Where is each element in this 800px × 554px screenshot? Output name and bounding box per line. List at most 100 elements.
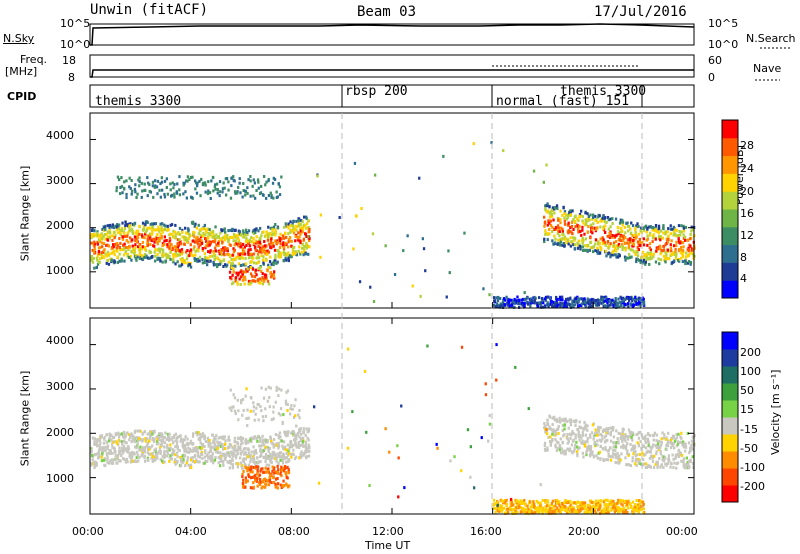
power-cell: [164, 252, 168, 256]
velocity-cell: [242, 447, 246, 451]
power-cell: [500, 304, 503, 308]
vel-cb-tick-minus200: -200: [740, 480, 765, 493]
velocity-cell: [612, 445, 615, 449]
velocity-cell: [655, 446, 658, 449]
velocity-cell: [287, 449, 290, 453]
power-cell: [199, 233, 202, 237]
velocity-cell: [259, 449, 262, 453]
power-cell: [482, 287, 485, 291]
velocity-cell: [285, 452, 288, 456]
power-cell: [138, 253, 141, 257]
power-cell: [616, 255, 619, 259]
velocity-cell: [278, 431, 282, 435]
velocity-cell: [558, 416, 561, 420]
velocity-cell: [665, 437, 668, 441]
power-cell: [689, 237, 692, 241]
power-cell: [181, 257, 184, 261]
power-cell: [129, 236, 132, 240]
velocity-cell: [239, 456, 242, 460]
power-cell: [303, 250, 306, 254]
power-cell: [175, 191, 179, 195]
velocity-cell: [567, 439, 570, 443]
velocity-cell: [543, 509, 546, 513]
velocity-cell: [275, 385, 278, 389]
velocity-cell: [538, 506, 542, 509]
power-cell: [548, 221, 551, 225]
power-cell: [166, 243, 169, 247]
power-cell: [543, 224, 546, 228]
power-cell: [680, 224, 683, 228]
power-cell: [556, 207, 559, 211]
velocity-cell: [174, 432, 177, 436]
velocity-cell: [616, 506, 619, 510]
velocity-cell: [207, 444, 210, 448]
velocity-cell: [211, 452, 214, 456]
power-cell: [257, 261, 260, 265]
power-cell: [298, 235, 301, 239]
velocity-cell: [290, 431, 293, 435]
velocity-cell: [529, 508, 532, 512]
velocity-cell: [91, 436, 95, 440]
velocity-cell: [659, 450, 662, 453]
power-cell: [605, 254, 608, 258]
velocity-cell: [510, 501, 514, 505]
velocity-cell: [219, 435, 222, 439]
velocity-cell: [106, 444, 110, 448]
power-cell: [252, 232, 256, 236]
cpid-label: CPID: [7, 90, 37, 103]
power-cell: [606, 234, 609, 238]
velocity-cell: [657, 446, 660, 450]
power-cell: [274, 228, 277, 232]
velocity-cell: [647, 441, 650, 445]
power-cell: [114, 243, 117, 246]
power-cell: [120, 184, 124, 188]
velocity-cell: [259, 455, 262, 459]
power-cell: [101, 254, 104, 258]
power-cell: [577, 227, 580, 231]
power-cell: [146, 241, 149, 245]
power-cell: [219, 238, 222, 242]
velocity-cell: [253, 418, 256, 422]
velocity-cell: [280, 455, 283, 459]
power-cell: [640, 226, 643, 230]
power-cell: [563, 222, 567, 226]
power-cell: [227, 238, 230, 242]
velocity-cell: [170, 437, 173, 441]
velocity-cell: [557, 425, 560, 428]
power-cell: [596, 241, 600, 245]
velocity-cell: [543, 426, 546, 429]
velocity-cell: [213, 441, 216, 445]
power-cell: [141, 228, 144, 232]
power-cell: [161, 255, 164, 258]
velocity-cell: [560, 447, 563, 451]
velocity-cell: [602, 511, 605, 515]
vel-ytick-3000: 3000: [46, 380, 74, 393]
velocity-cell: [607, 507, 610, 511]
power-cell: [264, 273, 268, 277]
velocity-cell: [119, 459, 122, 463]
velocity-cell: [239, 452, 243, 456]
power-cell: [96, 262, 100, 266]
power-cell: [129, 254, 132, 258]
power-cell: [565, 241, 568, 245]
power-cell: [463, 231, 466, 235]
velocity-cell: [275, 470, 278, 474]
power-cell: [237, 271, 240, 275]
velocity-cell: [136, 442, 139, 446]
velocity-cell: [597, 425, 600, 429]
velocity-cell: [657, 448, 661, 452]
power-cell: [234, 257, 237, 261]
power-cell: [662, 249, 665, 253]
velocity-cell: [201, 443, 204, 446]
power-cell: [604, 216, 607, 220]
power-cell: [191, 221, 194, 225]
power-cell: [291, 224, 295, 228]
power-cell: [652, 252, 655, 256]
velocity-cell: [201, 456, 204, 460]
power-cell: [673, 226, 676, 230]
velocity-cell: [264, 407, 267, 411]
velocity-cell: [176, 440, 179, 444]
power-cell: [255, 235, 258, 239]
velocity-cell: [93, 462, 96, 466]
velocity-cell: [244, 441, 247, 445]
